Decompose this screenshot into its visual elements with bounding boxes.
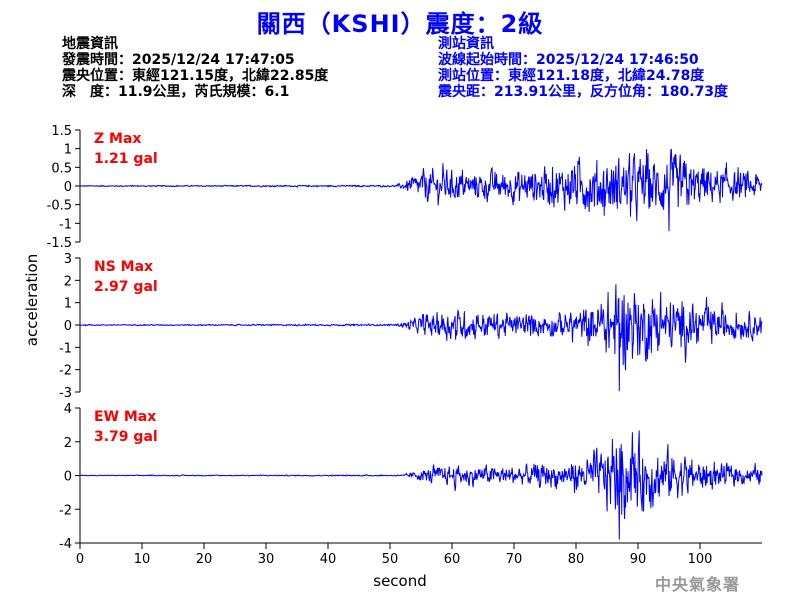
distance-azimuth: 震央距：213.91公里，反方位角：180.73度 (438, 84, 729, 100)
y-tick-label-z: -0.5 (47, 199, 72, 214)
chart-title: 關西（KSHI）震度：2級 (256, 10, 544, 38)
waveform-ns (79, 284, 763, 392)
y-tick-label-ns: 1 (64, 297, 72, 312)
y-tick-label-ns: -1 (59, 341, 72, 356)
x-tick-label: 90 (630, 552, 647, 567)
x-tick-label: 0 (76, 552, 84, 567)
y-tick-label-ew: 4 (64, 402, 72, 417)
x-tick-label: 100 (688, 552, 713, 567)
wave-start-time: 波線起始時間：2025/12/24 17:46:50 (438, 52, 699, 68)
max-label-ew: EW Max (94, 409, 156, 425)
y-tick-label-ns: -3 (59, 386, 72, 401)
y-tick-label-ns: 0 (64, 319, 72, 334)
y-tick-label-ew: -4 (59, 537, 72, 552)
x-tick-label: 60 (444, 552, 461, 567)
agency-watermark: 中央氣象署 (655, 575, 741, 594)
y-tick-label-z: 0.5 (51, 161, 72, 176)
epicenter-location: 震央位置：東經121.15度，北緯22.85度 (62, 68, 329, 84)
y-axis-title: acceleration (23, 254, 41, 346)
y-tick-label-ns: -2 (59, 364, 72, 379)
x-tick-label: 80 (568, 552, 585, 567)
y-tick-label-ns: 3 (64, 252, 72, 267)
y-tick-label-ew: -2 (59, 503, 72, 518)
max-value-z: 1.21 gal (94, 151, 158, 167)
y-tick-label-z: 1 (64, 143, 72, 158)
event-info-block: 地震資訊 發震時間：2025/12/24 17:47:05 震央位置：東經121… (62, 36, 328, 100)
y-tick-label-ns: 2 (64, 274, 72, 289)
x-tick-label: 10 (134, 552, 151, 567)
origin-time: 發震時間：2025/12/24 17:47:05 (62, 52, 295, 68)
max-label-z: Z Max (94, 131, 141, 147)
x-tick-label: 70 (506, 552, 523, 567)
waveform-z (80, 148, 763, 232)
x-tick-label: 20 (196, 552, 213, 567)
x-tick-label: 40 (320, 552, 337, 567)
x-tick-label: 50 (382, 552, 399, 567)
x-axis-title: second (373, 572, 427, 590)
y-tick-label-z: 1.5 (51, 124, 72, 139)
y-tick-label-ew: 0 (64, 470, 72, 485)
max-value-ns: 2.97 gal (94, 279, 158, 295)
depth-magnitude: 深 度：11.9公里，芮氏規模：6.1 (62, 84, 290, 100)
max-label-ns: NS Max (94, 259, 153, 275)
y-tick-label-ew: 2 (64, 436, 72, 451)
event-info-heading: 地震資訊 (62, 36, 118, 52)
y-tick-label-z: -1 (59, 217, 72, 232)
max-value-ew: 3.79 gal (94, 429, 158, 445)
y-tick-label-z: -1.5 (47, 236, 72, 251)
x-tick-label: 30 (258, 552, 275, 567)
y-tick-label-z: 0 (64, 180, 72, 195)
station-info-heading: 測站資訊 (438, 36, 494, 52)
station-info-block: 測站資訊 波線起始時間：2025/12/24 17:46:50 測站位置：東經1… (438, 36, 728, 100)
waveform-ew (79, 430, 763, 540)
station-location: 測站位置：東經121.18度，北緯24.78度 (438, 68, 705, 84)
